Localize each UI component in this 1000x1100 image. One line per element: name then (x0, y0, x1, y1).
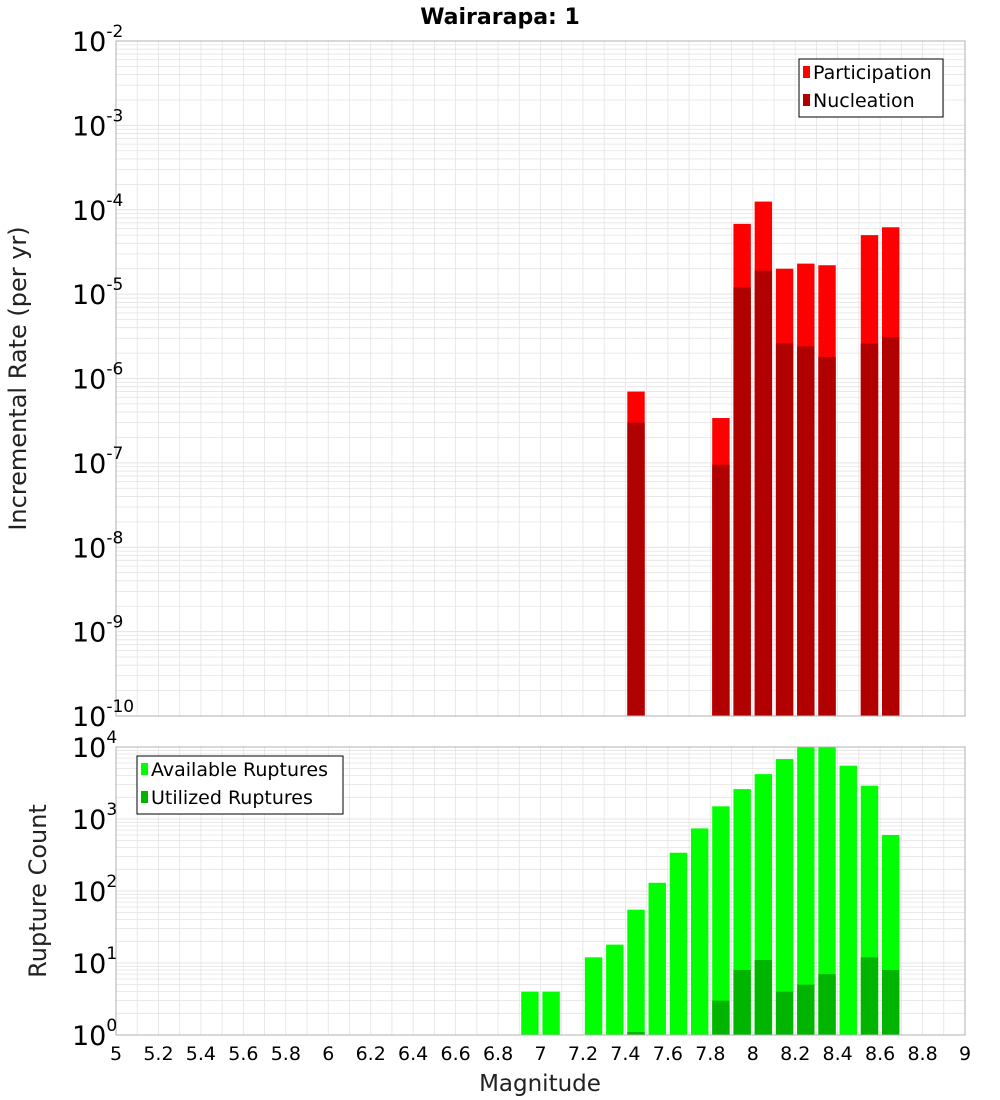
nucleation-bar (797, 346, 815, 716)
x-tick-label: 8.8 (907, 1043, 937, 1065)
x-tick-label: 5.2 (143, 1043, 173, 1065)
rate-legend-box (798, 58, 944, 118)
available-bar (584, 957, 603, 1035)
x-tick-label: 8.4 (823, 1043, 853, 1065)
x-tick-label: 7.4 (610, 1043, 640, 1065)
available-bar (627, 909, 645, 1035)
y-tick-label: 101 (72, 944, 117, 980)
utilized-bar (712, 1000, 730, 1035)
nucleation-bar (754, 270, 773, 716)
y-tick-label: 10-10 (72, 697, 134, 733)
x-axis-label: Magnitude (479, 1071, 601, 1097)
available-bar (690, 828, 709, 1035)
legend-label-nucleation: Nucleation (813, 90, 915, 112)
x-tick-label: 8 (747, 1043, 759, 1065)
x-tick-label: 5.6 (228, 1043, 258, 1065)
nucleation-bar (860, 343, 879, 716)
y-tick-label: 10-8 (72, 528, 123, 564)
count-y-axis-label: Rupture Count (24, 804, 52, 978)
x-tick-label: 5.8 (271, 1043, 301, 1065)
available-bar (606, 944, 624, 1035)
legend-swatch-available (141, 763, 148, 775)
x-tick-label: 5.4 (186, 1043, 216, 1065)
available-bar (712, 806, 730, 1035)
available-bar (818, 747, 836, 1035)
legend-swatch-utilized (141, 791, 148, 803)
x-tick-label: 5 (110, 1043, 122, 1065)
x-tick-label: 7 (534, 1043, 546, 1065)
legend-swatch-participation (803, 66, 810, 78)
available-bar (521, 991, 539, 1035)
y-tick-label: 103 (72, 800, 117, 836)
x-tick-label: 6 (322, 1043, 334, 1065)
available-bar (542, 991, 560, 1035)
x-tick-label: 7.8 (695, 1043, 725, 1065)
count-plot-frame (115, 746, 966, 1036)
available-bar (669, 852, 688, 1035)
x-tick-label: 6.4 (398, 1043, 428, 1065)
rate-plot-frame (115, 40, 966, 717)
legend-label-utilized: Utilized Ruptures (151, 787, 313, 809)
available-bar (775, 759, 794, 1035)
utilized-bar (818, 974, 836, 1035)
nucleation-bar (818, 356, 836, 716)
available-bar (648, 882, 666, 1035)
nucleation-bar (627, 422, 645, 716)
y-tick-label: 104 (72, 728, 117, 764)
utilized-bar (627, 1032, 645, 1035)
rate-bars (627, 201, 900, 716)
utilized-bar (733, 969, 751, 1035)
chart-title: Wairarapa: 1 (420, 5, 580, 30)
x-tick-label: 8.2 (780, 1043, 810, 1065)
x-tick-label: 6.8 (483, 1043, 513, 1065)
count-legend-box (136, 755, 344, 815)
utilized-bar (882, 969, 900, 1035)
nucleation-bar (882, 337, 900, 716)
x-tick-label: 7.6 (653, 1043, 683, 1065)
nucleation-bar (733, 287, 751, 716)
x-tick-label: 6.2 (356, 1043, 386, 1065)
count-bars (521, 747, 900, 1035)
legend-label-participation: Participation (813, 62, 932, 84)
rate-legend: Participation Nucleation (798, 58, 944, 118)
nucleation-bar (775, 343, 794, 716)
y-tick-label: 10-6 (72, 360, 123, 396)
utilized-bar (860, 957, 879, 1035)
rate-grid (115, 41, 966, 717)
utilized-bar (775, 991, 794, 1035)
y-tick-label: 102 (72, 872, 117, 908)
nucleation-bar (712, 464, 730, 716)
utilized-bar (754, 960, 773, 1035)
utilized-bar (797, 984, 815, 1035)
x-tick-label: 6.6 (440, 1043, 470, 1065)
legend-swatch-nucleation (803, 94, 810, 106)
x-tick-labels: 5 5.2 5.4 5.6 5.8 6 6.2 6.4 6.6 6.8 7 7.2 7.4 7.6 7.8 8… (110, 1043, 971, 1065)
available-bar (797, 747, 815, 1035)
count-legend: Available Ruptures Utilized Ruptures (136, 755, 344, 815)
rate-y-axis-label: Incremental Rate (per yr) (4, 226, 32, 530)
x-tick-label: 9 (959, 1043, 971, 1065)
x-tick-label: 8.6 (865, 1043, 895, 1065)
legend-label-available: Available Ruptures (151, 759, 328, 781)
x-tick-label: 7.2 (568, 1043, 598, 1065)
available-bar (839, 765, 857, 1035)
